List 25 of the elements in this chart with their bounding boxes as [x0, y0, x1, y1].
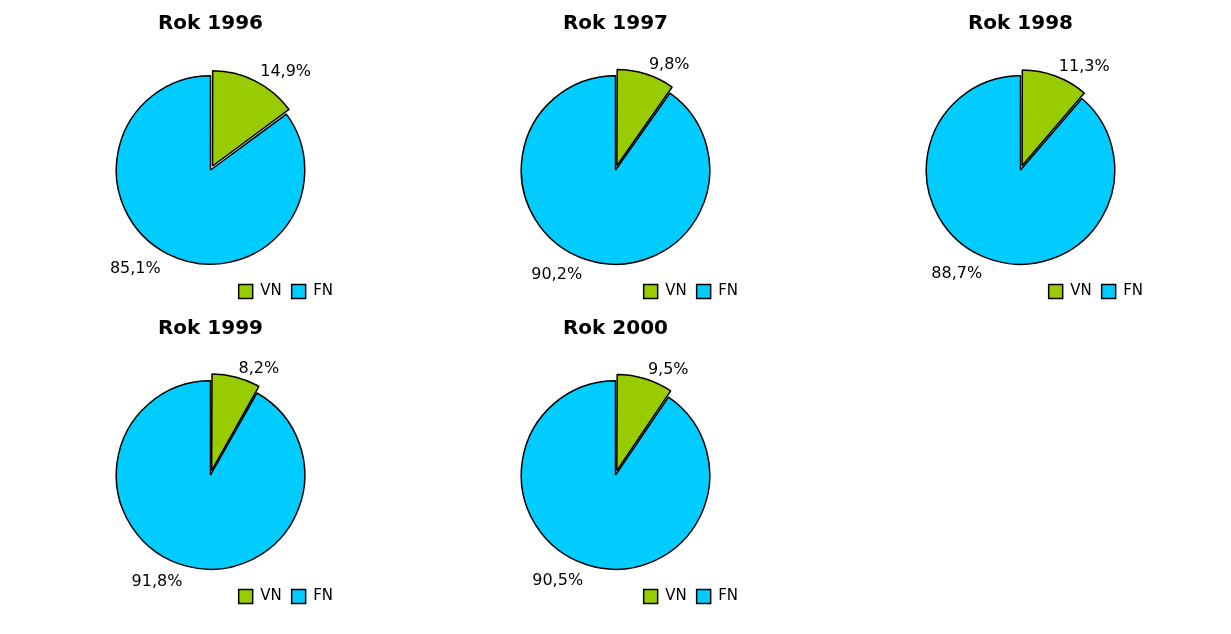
legend-label: VN	[260, 281, 282, 300]
data-label: 85,1%	[109, 257, 161, 277]
legend-label: FN	[313, 281, 334, 300]
chart-title: Rok 1997	[562, 10, 669, 35]
legend-label: VN	[1070, 281, 1092, 300]
data-label: 91,8%	[131, 570, 183, 590]
legend-label: VN	[665, 281, 687, 300]
chart-title: Rok 1999	[157, 315, 264, 340]
data-label: 9,8%	[648, 54, 690, 74]
legend-label: FN	[718, 586, 739, 605]
legend-label: VN	[665, 586, 687, 605]
legend-label: FN	[1123, 281, 1144, 300]
data-label: 14,9%	[260, 60, 312, 80]
data-label: 90,2%	[531, 264, 583, 284]
data-label: 9,5%	[647, 358, 689, 378]
data-label: 90,5%	[532, 569, 584, 589]
chart-title: Rok 2000	[562, 315, 669, 340]
chart-title: Rok 1996	[157, 10, 264, 35]
data-label: 88,7%	[931, 262, 983, 282]
legend-label: FN	[718, 281, 739, 300]
legend-label: FN	[313, 586, 334, 605]
chart-title: Rok 1998	[967, 10, 1074, 35]
legend-label: VN	[260, 586, 282, 605]
data-label: 11,3%	[1058, 55, 1110, 75]
data-label: 8,2%	[238, 357, 280, 377]
